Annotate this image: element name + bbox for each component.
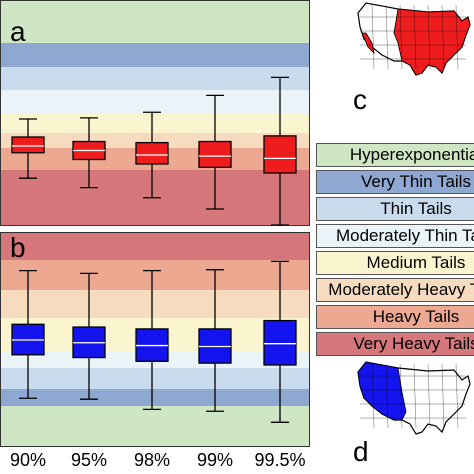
box-99% <box>198 140 232 169</box>
x-tick-label: 90% <box>9 450 47 470</box>
legend-item-very-heavy-tails: Very Heavy Tails <box>316 332 474 356</box>
tail-legend: Hyperexponential Very Thin Tails Thin Ta… <box>316 143 474 359</box>
map-c-state-line <box>441 4 445 70</box>
map-c-highlight <box>361 8 471 76</box>
panel-label-d: d <box>353 436 369 467</box>
panel-label-c: c <box>353 84 367 115</box>
legend-item-hyperexponential: Hyperexponential <box>316 143 474 167</box>
band-very-thin-tails <box>0 43 310 67</box>
box-98% <box>135 141 169 165</box>
map-c-state-line <box>427 4 431 70</box>
map-c-state-line <box>455 4 459 70</box>
legend-item-thin-tails: Thin Tails <box>316 197 474 221</box>
legend-item-very-thin-tails: Very Thin Tails <box>316 170 474 194</box>
map-c-shape <box>357 2 471 76</box>
band-very-heavy-tails <box>0 232 310 260</box>
band-thin-tails <box>0 368 310 389</box>
map-d-state-line <box>455 363 459 429</box>
box-99.5% <box>263 319 297 366</box>
plot-frame <box>0 0 310 226</box>
map-c-state-line <box>385 4 389 70</box>
box-90% <box>11 136 45 154</box>
band-hyperexponential <box>0 406 310 447</box>
legend-item-moderately-heavy-tails: Moderately Heavy Tails <box>316 278 474 302</box>
us-map-d <box>357 361 471 435</box>
band-medium-tails <box>0 113 310 133</box>
map-c-state-line <box>413 4 417 70</box>
x-tick-label: 99.5% <box>254 450 306 470</box>
map-d-state-line <box>371 363 375 429</box>
map-d-shape <box>357 361 471 435</box>
plot-frame <box>0 232 310 447</box>
x-tick-label: 99% <box>196 450 234 470</box>
panel-label-b: b <box>10 232 26 263</box>
us-map-c <box>357 2 471 76</box>
box-99.5% <box>263 135 297 174</box>
map-d-state-line <box>427 363 431 429</box>
panel-a-plot <box>0 0 310 226</box>
band-hyperexponential <box>0 0 310 43</box>
map-d-state-line <box>413 363 417 429</box>
legend-item-heavy-tails: Heavy Tails <box>316 305 474 329</box>
map-c-state-line <box>371 4 375 70</box>
map-d-highlight <box>357 361 407 421</box>
band-heavy-tails <box>0 260 310 290</box>
band-moderately-heavy-tails <box>0 290 310 318</box>
map-d-state-line <box>441 363 445 429</box>
map-d-state-line <box>385 363 389 429</box>
legend-item-moderately-thin-tails: Moderately Thin Tails <box>316 224 474 248</box>
x-tick-label: 95% <box>70 450 108 470</box>
map-d-state-line <box>399 363 403 429</box>
panel-label-a: a <box>10 16 26 47</box>
band-moderately-thin-tails <box>0 90 310 113</box>
legend-item-medium-tails: Medium Tails <box>316 251 474 275</box>
band-very-thin-tails <box>0 389 310 406</box>
band-thin-tails <box>0 67 310 90</box>
x-tick-label: 98% <box>133 450 171 470</box>
map-c-state-line <box>399 4 403 70</box>
panel-b-plot <box>0 232 310 447</box>
